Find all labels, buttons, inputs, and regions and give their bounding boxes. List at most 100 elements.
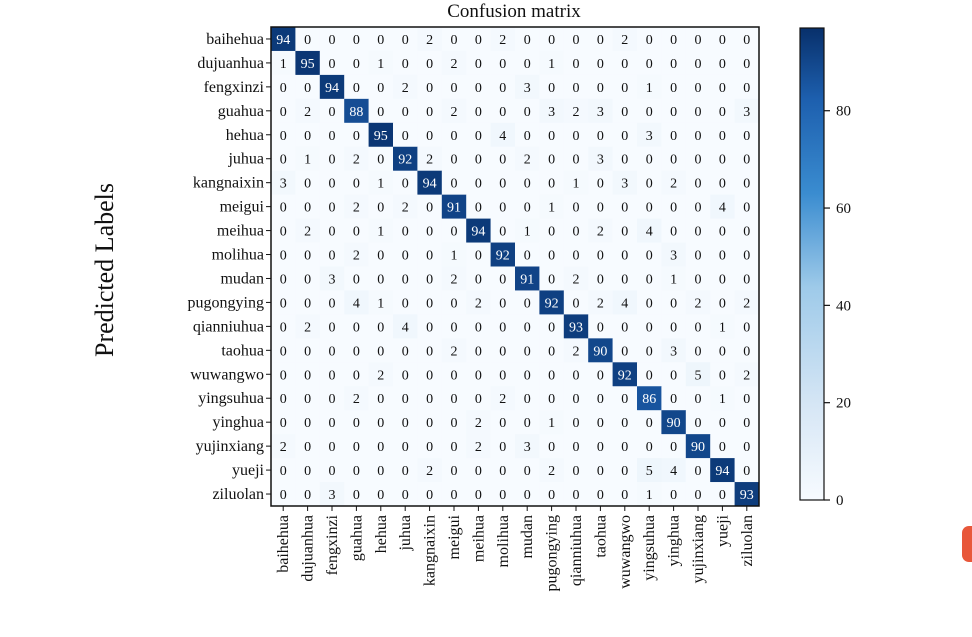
heatmap-cell xyxy=(734,314,760,339)
heatmap-cell xyxy=(466,170,491,195)
heatmap-cell xyxy=(466,27,491,52)
heatmap-cell xyxy=(563,362,589,387)
heatmap-cell xyxy=(344,314,369,339)
x-tick-label: meihua xyxy=(470,515,487,562)
cell-value-label: 0 xyxy=(280,201,287,216)
heatmap-cell xyxy=(417,98,443,124)
heatmap-cell xyxy=(393,458,418,483)
heatmap-cell xyxy=(393,410,418,435)
cell-value-label: 0 xyxy=(499,272,506,287)
heatmap-cell xyxy=(368,194,394,219)
cell-value-label: 0 xyxy=(597,368,604,383)
heatmap-cell xyxy=(710,218,735,243)
heatmap-cell xyxy=(612,98,638,124)
heatmap-cell xyxy=(319,27,345,52)
cell-value-label: 0 xyxy=(426,81,433,96)
heatmap-cell xyxy=(417,290,443,315)
heatmap-cell xyxy=(685,266,711,291)
cell-value-label: 0 xyxy=(402,129,409,144)
heatmap-cell xyxy=(734,74,760,100)
cell-value-label: 0 xyxy=(548,225,555,240)
heatmap-cell xyxy=(295,362,321,387)
heatmap-cell xyxy=(344,194,369,219)
cell-value-label: 92 xyxy=(496,249,510,264)
heatmap-cell xyxy=(490,122,516,148)
cell-value-label: 0 xyxy=(597,249,604,264)
x-tick-label: qianniuhua xyxy=(568,515,585,586)
cell-value-label: 0 xyxy=(719,225,726,240)
cell-value-label: 0 xyxy=(524,201,531,216)
cell-value-label: 0 xyxy=(743,416,750,431)
heatmap-cell xyxy=(563,410,589,435)
cell-value-label: 0 xyxy=(377,392,384,407)
cell-value-label: 0 xyxy=(426,368,433,383)
heatmap-cell xyxy=(710,98,735,124)
heatmap-cell xyxy=(637,146,662,171)
y-tick-labels: baihehua dujuanhua fengxinzi guahua hehua juh… xyxy=(188,31,271,503)
cell-value-label: 0 xyxy=(524,416,531,431)
heatmap-cell xyxy=(637,194,662,219)
heatmap-cell xyxy=(563,122,589,148)
cell-value-label: 3 xyxy=(524,81,531,96)
cell-value-label: 0 xyxy=(670,105,677,120)
cell-value-label: 0 xyxy=(548,33,555,48)
heatmap-cell xyxy=(271,266,296,291)
cell-value-label: 94 xyxy=(325,81,339,96)
cell-value-label: 0 xyxy=(548,440,555,455)
cell-value-label: 0 xyxy=(329,105,336,120)
y-tick-label: wuwangwo xyxy=(190,366,264,383)
cell-value-label: 0 xyxy=(743,464,750,479)
heatmap-cell xyxy=(661,386,687,411)
cell-value-label: 2 xyxy=(402,201,409,216)
cell-value-label: 0 xyxy=(597,440,604,455)
cell-value-label: 0 xyxy=(719,272,726,287)
cell-value-label: 0 xyxy=(670,296,677,311)
heatmap-cell xyxy=(490,458,516,483)
heatmap-cell xyxy=(710,434,735,459)
heatmap-cell xyxy=(344,410,369,435)
heatmap-cell xyxy=(515,338,540,363)
heatmap-cell xyxy=(295,242,321,267)
cell-value-label: 0 xyxy=(621,129,628,144)
heatmap-cell xyxy=(685,386,711,411)
cell-value-label: 0 xyxy=(743,33,750,48)
heatmap-cell xyxy=(490,290,516,315)
cell-value-label: 0 xyxy=(695,129,702,144)
cell-value-label: 0 xyxy=(743,129,750,144)
cell-value-label: 0 xyxy=(597,81,604,96)
cell-value-label: 0 xyxy=(304,272,311,287)
floating-side-button[interactable] xyxy=(962,526,972,562)
cell-value-label: 3 xyxy=(621,177,628,192)
cell-value-label: 2 xyxy=(524,153,531,168)
heatmap-cell xyxy=(563,266,589,291)
cell-value-label: 0 xyxy=(695,177,702,192)
cell-value-label: 0 xyxy=(695,320,702,335)
heatmap-cell xyxy=(588,314,613,339)
cell-value-label: 0 xyxy=(646,201,653,216)
heatmap-cell xyxy=(368,434,394,459)
heatmap-cell xyxy=(417,218,443,243)
cell-value-label: 0 xyxy=(621,416,628,431)
heatmap-cell xyxy=(539,266,565,291)
heatmap-cell xyxy=(441,27,467,52)
heatmap-cell xyxy=(319,362,345,387)
heatmap-cell xyxy=(319,266,345,291)
cell-value-label: 0 xyxy=(597,177,604,192)
cell-value-label: 0 xyxy=(499,201,506,216)
heatmap-cell xyxy=(734,434,760,459)
heatmap-cell xyxy=(539,386,565,411)
cell-value-label: 92 xyxy=(398,153,412,168)
cell-value-label: 0 xyxy=(329,129,336,144)
heatmap-cell xyxy=(368,266,394,291)
y-tick-label: hehua xyxy=(226,127,264,144)
cell-value-label: 0 xyxy=(353,368,360,383)
heatmap-cell xyxy=(612,482,638,507)
heatmap-cell xyxy=(515,362,540,387)
cell-value-label: 0 xyxy=(280,225,287,240)
cell-value-label: 86 xyxy=(642,392,656,407)
heatmap-cell xyxy=(539,458,565,483)
heatmap-cell xyxy=(344,386,369,411)
heatmap-cell xyxy=(685,98,711,124)
heatmap-cell xyxy=(661,74,687,100)
heatmap-cell xyxy=(734,146,760,171)
